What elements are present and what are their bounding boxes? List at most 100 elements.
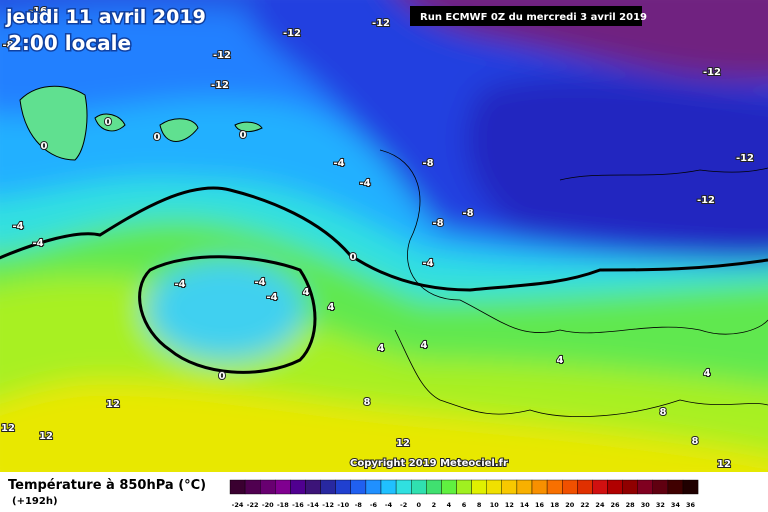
contour-label: -4 [359, 178, 370, 189]
colorbar-swatch [622, 479, 638, 495]
colorbar-label: -6 [370, 501, 378, 509]
contour-label: 12 [106, 399, 120, 410]
colorbar-swatch [290, 479, 306, 495]
run: Run ECMWF 0Z du mercredi 3 avril 2019 [420, 12, 647, 23]
colorbar-swatch [335, 479, 352, 495]
colorbar-label: 10 [490, 501, 500, 509]
contour-label: -4 [422, 258, 433, 269]
colorbar-swatch [320, 479, 336, 495]
colorbar-label: 28 [626, 501, 636, 509]
contour-label: 0 [240, 130, 247, 141]
colorbar-label: 8 [477, 501, 482, 509]
colorbar-swatch [486, 479, 503, 495]
contour-label: 4 [557, 355, 564, 366]
colorbar-swatch [229, 479, 246, 495]
contour-label: 4 [328, 302, 335, 313]
contour-label: 0 [219, 371, 226, 382]
contour-label: -4 [254, 277, 265, 288]
colorbar-swatch [577, 479, 593, 495]
colorbar-label: -8 [355, 501, 363, 509]
colorbar-swatch [592, 479, 608, 495]
contour-label: -8 [2, 40, 13, 51]
copyright: Copyright 2019 Meteociel.fr [350, 458, 508, 469]
colorbar-swatch [667, 479, 684, 495]
contour-label: -16 [29, 6, 47, 17]
colorbar-swatch [546, 479, 563, 495]
colorbar-label: 4 [447, 501, 452, 509]
contour-label: 4 [421, 340, 428, 351]
colorbar-label: 36 [686, 501, 696, 509]
colorbar-swatch [471, 479, 487, 495]
colorbar-swatch [562, 479, 578, 495]
contour-label: -12 [703, 67, 721, 78]
contour-label: -12 [213, 50, 231, 61]
contour-label: 12 [1, 423, 15, 434]
contour-label: -4 [174, 279, 185, 290]
temperature-field [0, 0, 768, 500]
colorbar-label: -20 [262, 501, 274, 509]
contour-label: -8 [462, 208, 473, 219]
colorbar-label: -14 [307, 501, 319, 509]
contour-label: 4 [378, 343, 385, 354]
colorbar-label: 22 [580, 501, 589, 509]
colorbar-label: 32 [656, 501, 665, 509]
date: jeudi 11 avril 2019 [5, 6, 206, 28]
colorbar-swatch [441, 479, 457, 495]
colorbar-swatch [607, 479, 623, 495]
contour-label: -4 [12, 221, 23, 232]
colorbar-swatch [426, 479, 442, 495]
colorbar-swatch [380, 479, 397, 495]
colorbar-label: -4 [385, 501, 393, 509]
contour-label: 0 [154, 132, 161, 143]
colorbar-swatch [260, 479, 276, 495]
contour-label: 12 [39, 431, 53, 442]
colorbar-label: -18 [277, 501, 289, 509]
colorbar-swatch [637, 479, 654, 495]
contour-label: 0 [350, 252, 357, 263]
contour-label: -8 [432, 218, 443, 229]
colorbar-swatch [275, 479, 291, 495]
colorbar-label: -16 [292, 501, 304, 509]
colorbar-label: 24 [595, 501, 605, 509]
contour-label: 0 [105, 117, 112, 128]
colorbar-swatch [365, 479, 382, 495]
colorbar-label: 20 [565, 501, 575, 509]
colorbar-swatch [305, 479, 321, 495]
coastlines [379, 149, 768, 417]
contour-label: 8 [364, 397, 371, 408]
colorbar-swatch [350, 479, 367, 495]
colorbar-label: -10 [337, 501, 349, 509]
zero-contour [0, 186, 768, 374]
contour-label: 12 [396, 438, 410, 449]
colorbar-label: 0 [416, 501, 421, 509]
colorbar-label: 2 [432, 501, 437, 509]
contour-label: -4 [32, 238, 43, 249]
contour-label: -4 [266, 292, 277, 303]
colorbar-label: 12 [505, 501, 514, 509]
colorbar-label: 6 [462, 501, 467, 509]
legend-title: Température à 850hPa (°C) [8, 478, 206, 493]
contour-label: 12 [717, 459, 731, 470]
colorbar-label: -12 [322, 501, 334, 509]
contour-label: -8 [422, 158, 433, 169]
colorbar-label: 26 [611, 501, 621, 509]
contour-labels: -16-12-12-12-12-12-12-12-80000-4-4-8-8-8… [0, 5, 755, 471]
lead-time: (+192h) [12, 496, 58, 507]
colorbar-swatch [456, 479, 472, 495]
colorbar-label: -22 [247, 501, 259, 509]
colorbar-swatch [501, 479, 518, 495]
colorbar-swatch [244, 479, 261, 495]
contour-label: -12 [211, 80, 229, 91]
colorbar-swatch [531, 479, 548, 495]
contour-label: 0 [41, 141, 48, 152]
colorbar-label: 18 [550, 501, 560, 509]
contour-label: -12 [736, 153, 754, 164]
contour-label: -12 [372, 18, 390, 29]
colorbar: -24 -22 -20 -18 -16 -14 -12 -10 -8 -6 -4 -2 0 2 4 6 8 10 1… [229, 479, 699, 509]
contour-label: 8 [692, 436, 699, 447]
colorbar-swatch [652, 479, 669, 495]
contour-label: -4 [333, 158, 344, 169]
colorbar-label: -24 [232, 501, 244, 509]
